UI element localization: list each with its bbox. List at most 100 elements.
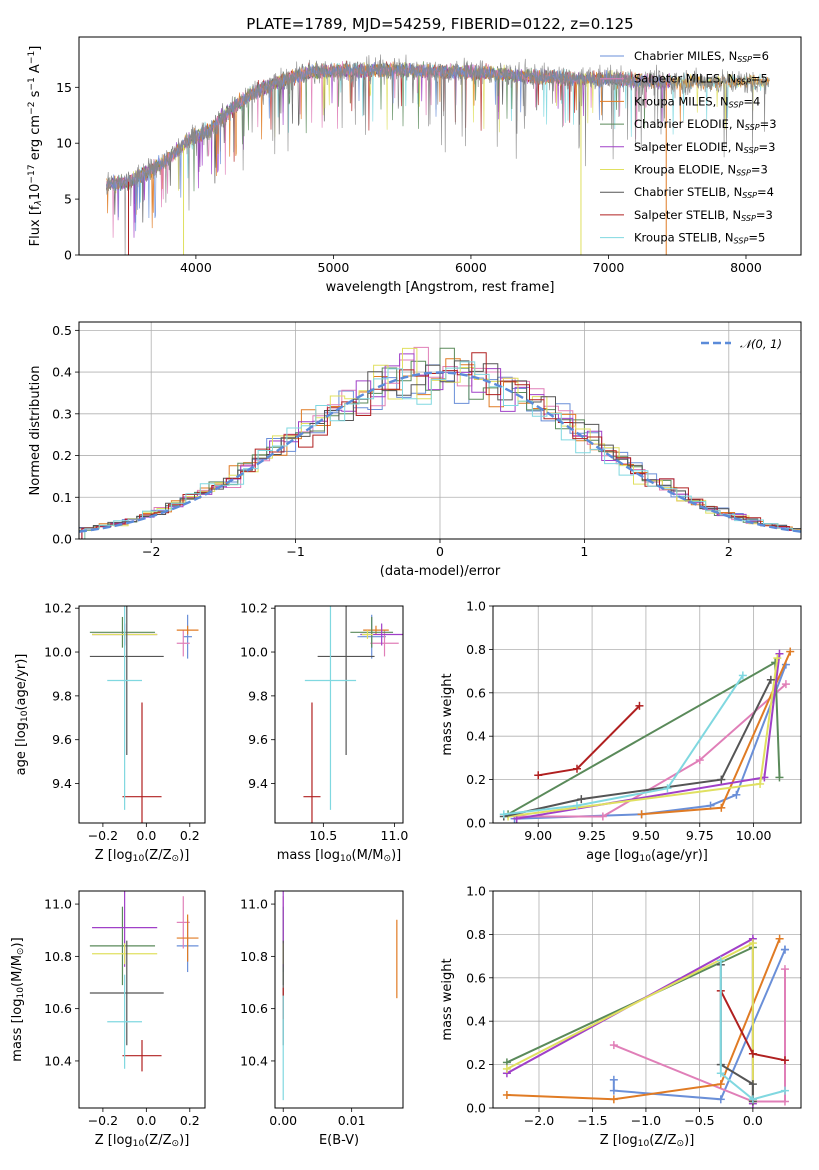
axes-frame — [274, 605, 404, 824]
errorbar-chabrier-miles — [183, 614, 192, 659]
y-tick-label: 0.0 — [466, 1101, 486, 1116]
x-tick-label: −2.0 — [524, 1113, 554, 1128]
y-tick-label: 0.5 — [52, 323, 72, 338]
y-tick-label: 0.0 — [52, 532, 72, 547]
y-tick-label: 0.8 — [466, 927, 486, 942]
x-axis-label: wavelength [Angstrom, rest frame] — [326, 280, 555, 295]
axes-Z_vs_weight: −2.0 −1.5 −1.0 −0.5 0.0 0.0 0.2 0.4 0.6 0.8 1.0 Z [… — [440, 884, 802, 1149]
legend-label: Kroupa STELIB, NSSP=5 — [634, 231, 765, 246]
series-kroupa-miles — [637, 647, 795, 819]
x-tick-label: 10.5 — [309, 828, 337, 843]
axes-spectrum: 4000 5000 6000 7000 8000 0 5 10 15 wavelength [An… — [27, 36, 802, 295]
y-tick-label: 0.1 — [52, 490, 72, 505]
y-tick-label: 10.0 — [240, 645, 268, 660]
series-line — [506, 938, 781, 1101]
legend-label: Chabrier ELODIE, NSSP=3 — [634, 117, 777, 132]
y-axis-label: age [log10(age/yr)] — [14, 654, 30, 776]
x-tick-label: 0.00 — [269, 1113, 297, 1128]
x-tick-label: 5000 — [318, 260, 350, 275]
axes-age_vs_weight: 9.00 9.25 9.50 9.75 10.00 0.0 0.2 0.4 0.6 0.8 1.0 a… — [440, 599, 802, 864]
normal-curve — [79, 371, 801, 533]
errorbar-chabrier-elodie — [350, 616, 394, 648]
legend-label: Salpeter MILES, NSSP=5 — [634, 72, 768, 87]
errorbar-kroupa-stelib — [107, 974, 142, 1069]
y-tick-label: 0.6 — [466, 685, 486, 700]
x-tick-label: 9.25 — [578, 828, 606, 843]
y-tick-label: 5 — [64, 192, 72, 207]
y-tick-label: 11.0 — [240, 897, 268, 912]
y-tick-label: 10.8 — [240, 949, 268, 964]
y-axis-label: Normed distribution — [28, 366, 43, 496]
y-tick-label: 0 — [64, 248, 72, 263]
plot-area — [499, 647, 795, 823]
errorbar-kroupa-elodie — [361, 630, 374, 639]
axes-frame — [78, 890, 206, 1109]
errorbar-kroupa-miles — [176, 914, 199, 962]
y-tick-label: 10.2 — [44, 601, 72, 616]
series-line — [506, 941, 754, 1102]
legend-label: Salpeter ELODIE, NSSP=3 — [634, 140, 775, 155]
axes-Z_vs_age: −0.2 0.0 0.2 9.4 9.6 9.8 10.0 10.2 Z [log10(Z/Z⊙… — [14, 601, 206, 864]
x-tick-label: 8000 — [730, 260, 762, 275]
errorbar-salpeter-stelib — [303, 702, 321, 823]
x-tick-label: 1 — [580, 544, 588, 559]
plot-area — [502, 934, 789, 1108]
spectrum-data — [106, 54, 770, 255]
x-tick-label: 0 — [436, 544, 444, 559]
x-axis-label: E(B-V) — [319, 1133, 359, 1148]
y-tick-label: 11.0 — [44, 897, 72, 912]
y-tick-label: 0.4 — [52, 365, 72, 380]
plot-area — [89, 606, 199, 823]
y-axis-label: Flux [fλ10−17 erg cm−2 s−1 A−1] — [27, 46, 44, 247]
legend-label: Kroupa MILES, NSSP=4 — [634, 94, 760, 109]
figure-title: PLATE=1789, MJD=54259, FIBERID=0122, z=0… — [246, 15, 633, 33]
x-tick-label: −2 — [142, 544, 160, 559]
series-line — [503, 674, 744, 816]
axes-frame — [492, 890, 802, 1109]
x-tick-label: −0.2 — [88, 1113, 118, 1128]
y-tick-label: 0.8 — [466, 642, 486, 657]
y-tick-label: 9.8 — [248, 688, 268, 703]
series-kroupa-stelib — [716, 956, 789, 1104]
y-tick-label: 0.2 — [466, 772, 486, 787]
series-salpeter-stelib — [534, 701, 644, 780]
errorbar-kroupa-elodie — [92, 943, 158, 965]
x-tick-label: 9.50 — [632, 828, 660, 843]
y-tick-label: 1.0 — [466, 599, 486, 614]
axes-frame — [492, 605, 802, 824]
legend-label: 𝒩(0, 1) — [740, 337, 782, 351]
x-tick-label: −0.5 — [684, 1113, 714, 1128]
series-line — [503, 679, 772, 818]
y-tick-label: 10.2 — [240, 601, 268, 616]
plot-area — [106, 54, 770, 255]
errorbar-kroupa-stelib — [304, 606, 357, 810]
x-axis-label: Z [log10(Z/Z⊙)] — [95, 848, 190, 864]
x-tick-label: 0.2 — [180, 1113, 200, 1128]
axes-frame — [274, 890, 404, 1109]
errorbar-chabrier-elodie — [89, 906, 156, 986]
y-tick-label: 15 — [56, 80, 72, 95]
y-tick-label: 10.6 — [44, 1001, 72, 1016]
series-line — [613, 969, 786, 1103]
y-axis-label: mass weight — [440, 958, 455, 1040]
legend-label: Chabrier STELIB, NSSP=4 — [634, 185, 774, 200]
x-tick-label: −0.2 — [88, 828, 118, 843]
y-tick-label: 10.4 — [240, 1053, 268, 1068]
x-tick-label: 4000 — [180, 260, 212, 275]
histogram-salpeter-elodie — [81, 353, 801, 539]
y-tick-label: 9.8 — [52, 688, 72, 703]
series-kroupa-stelib — [499, 671, 747, 819]
x-tick-label: 0.01 — [338, 1113, 366, 1128]
x-axis-label: (data-model)/error — [380, 564, 501, 579]
x-tick-label: −1.5 — [577, 1113, 607, 1128]
y-tick-label: 10.0 — [44, 645, 72, 660]
y-tick-label: 9.4 — [52, 776, 72, 791]
errorbar-chabrier-stelib — [89, 940, 164, 1046]
x-axis-label: Z [log10(Z/Z⊙)] — [600, 1133, 695, 1149]
legend-label: Salpeter STELIB, NSSP=3 — [634, 208, 773, 223]
series-line — [719, 960, 786, 1101]
y-tick-label: 10.6 — [240, 1001, 268, 1016]
legend-label: Kroupa ELODIE, NSSP=3 — [634, 163, 768, 178]
plot-area — [79, 346, 801, 539]
